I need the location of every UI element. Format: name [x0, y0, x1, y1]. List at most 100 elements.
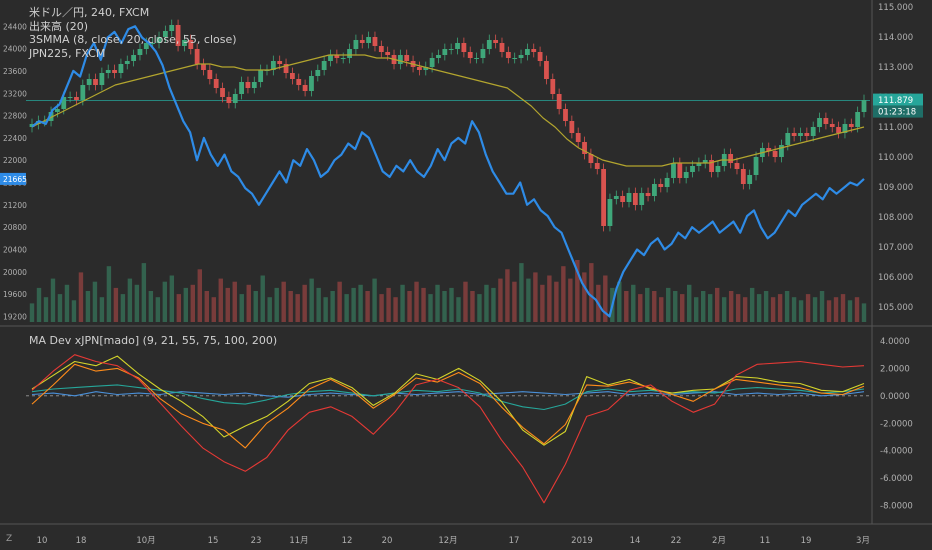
volume-bar: [169, 275, 175, 322]
smma-line: [31, 54, 865, 167]
price-axis-tick: 109.000: [878, 183, 913, 193]
time-axis-tick: 11月: [289, 536, 308, 546]
volume-bar: [190, 284, 196, 322]
candle-body: [283, 64, 289, 73]
candle-body: [194, 49, 200, 64]
last-price-label: 111.879: [878, 96, 913, 106]
volume-bar: [833, 297, 839, 322]
candle-body: [258, 70, 264, 82]
volume-bar: [330, 291, 335, 322]
volume-bar: [456, 297, 461, 322]
candle-body: [486, 40, 492, 49]
volume-bar: [400, 284, 405, 322]
candle-body: [328, 55, 333, 61]
candle-body: [467, 52, 473, 58]
volume-bar: [407, 291, 412, 322]
candle-body: [226, 97, 232, 103]
candle-body: [715, 166, 721, 172]
volume-bar: [386, 287, 391, 322]
time-axis-tick: 2月: [712, 536, 726, 546]
deviation-line-9: [31, 391, 865, 398]
candle-body: [842, 124, 848, 133]
legend-smma[interactable]: 3SMMA (8, close, 20, close, 55, close): [29, 33, 237, 46]
time-axis-tick: 10: [37, 536, 48, 546]
volume-bar: [547, 275, 552, 322]
candle-body: [175, 25, 181, 46]
legend-symbol[interactable]: 米ドル／円, 240, FXCM: [29, 6, 150, 19]
volume-bar: [784, 291, 790, 322]
candle-body: [169, 25, 175, 31]
volume-bar: [861, 303, 867, 322]
candle-body: [188, 40, 194, 49]
candle-body: [118, 64, 124, 73]
volume-bar: [253, 291, 258, 322]
volume-bar: [71, 300, 77, 322]
candle-body: [270, 61, 276, 70]
candle-body: [124, 61, 130, 64]
time-axis-tick: 23: [251, 536, 262, 546]
volume-bar: [714, 287, 720, 322]
volume-bar: [533, 272, 538, 322]
volume-bar: [812, 297, 818, 322]
volume-bar: [92, 281, 98, 322]
jpn225-price-box: [0, 172, 26, 185]
legend-volume[interactable]: 出来高 (20): [29, 19, 89, 33]
candle-body: [677, 163, 683, 178]
candle-body: [702, 160, 708, 163]
volume-bar: [211, 297, 216, 322]
volume-bar: [491, 287, 496, 322]
legend-index[interactable]: JPN225, FXCM: [29, 46, 106, 60]
price-axis-tick: 110.000: [878, 153, 913, 163]
volume-bar: [624, 291, 629, 322]
candle-body: [67, 97, 73, 98]
candle-body: [461, 43, 467, 52]
candle-body: [302, 85, 308, 91]
candle-body: [289, 73, 295, 79]
candle-body: [766, 148, 772, 151]
indicator-legend[interactable]: MA Dev xJPN[mado] (9, 21, 55, 75, 100, 2…: [29, 334, 278, 347]
volume-bar: [274, 287, 279, 322]
candle-body: [436, 55, 441, 58]
volume-bar: [659, 297, 664, 322]
index-axis-tick: 23200: [3, 89, 27, 98]
volume-bar: [218, 278, 223, 322]
volume-bar: [43, 297, 49, 322]
candle-body: [131, 55, 137, 61]
volume-bar: [645, 287, 650, 322]
volume-bar: [526, 278, 531, 322]
deviation-axis-tick: -2.0000: [880, 419, 913, 429]
volume-bar: [847, 300, 853, 322]
countdown-box: [873, 105, 923, 118]
candle-body: [99, 73, 105, 85]
volume-bar: [267, 297, 272, 322]
volume-bar: [302, 284, 307, 322]
candle-body: [664, 178, 670, 187]
candle-body: [798, 133, 803, 136]
volume-bar: [246, 284, 251, 322]
candle-body: [417, 67, 422, 70]
timezone-button[interactable]: Z: [6, 534, 13, 544]
candle-body: [626, 193, 632, 202]
time-axis-tick: 2019: [571, 536, 593, 546]
candle-body: [245, 82, 251, 88]
time-axis-tick: 10月: [136, 536, 155, 546]
deviation-axis-tick: 4.0000: [880, 337, 910, 347]
candle-body: [239, 82, 244, 94]
candle-body: [277, 61, 283, 64]
candle-body: [537, 52, 543, 61]
candle-body: [55, 109, 60, 112]
volume-bar: [561, 266, 566, 322]
volume-bar: [554, 281, 559, 322]
candle-body: [817, 118, 822, 127]
volume-bar: [78, 272, 84, 322]
chart-legend: 米ドル／円, 240, FXCM 出来高 (20) 3SMMA (8, clos…: [29, 6, 237, 60]
candle-body: [150, 43, 156, 44]
volume-bar: [183, 287, 189, 322]
volume-bar: [568, 278, 573, 322]
volume-bar: [344, 294, 349, 322]
volume-bar: [197, 269, 202, 322]
candle-body: [334, 55, 340, 58]
volume-bar: [141, 263, 147, 322]
candle-body: [220, 88, 225, 97]
